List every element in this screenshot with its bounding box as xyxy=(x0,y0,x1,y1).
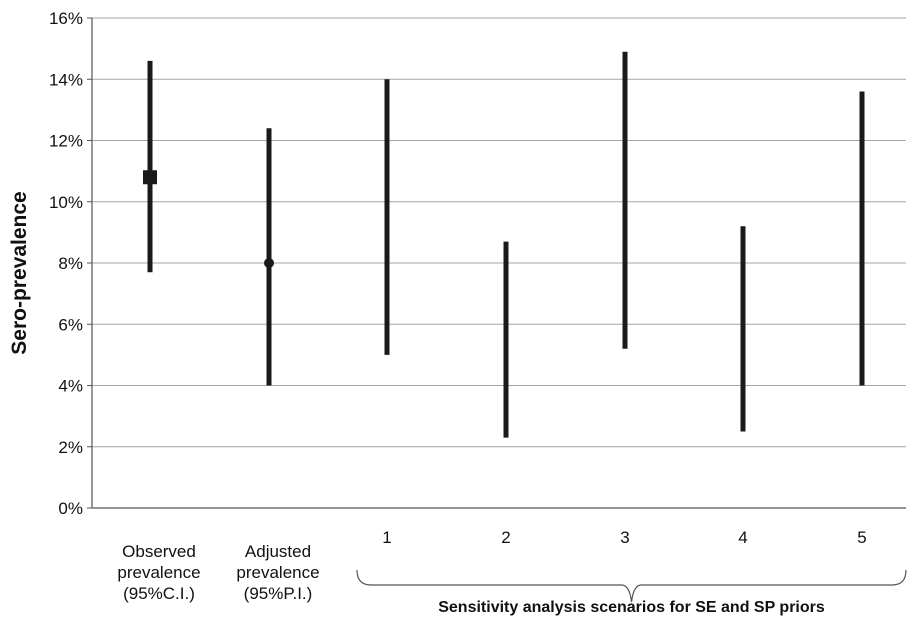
y-tick-label: 2% xyxy=(58,438,83,457)
category-label: Observed prevalence (95%C.I.) xyxy=(117,542,200,603)
group-annotation: Sensitivity analysis scenarios for SE an… xyxy=(356,569,907,616)
point-marker-square xyxy=(143,170,157,185)
y-tick-label: 8% xyxy=(58,254,83,273)
gridlines xyxy=(92,17,906,448)
y-tick-label: 10% xyxy=(49,193,83,212)
y-tick-label: 14% xyxy=(49,70,83,89)
axes xyxy=(87,17,906,509)
point-marker-circle xyxy=(264,258,274,268)
category-labels: Observed prevalence (95%C.I.) Adjusted preva… xyxy=(117,528,866,603)
y-tick-label: 6% xyxy=(58,315,83,334)
y-tick-label: 0% xyxy=(58,499,83,518)
interval-bars xyxy=(147,51,865,438)
group-label: Sensitivity analysis scenarios for SE an… xyxy=(438,599,825,616)
category-label: 2 xyxy=(501,528,510,547)
y-tick-label: 16% xyxy=(49,9,83,28)
category-label-line: prevalence xyxy=(236,563,319,582)
y-tick-labels: 0% 2% 4% 6% 8% 10% 12% 14% 16% xyxy=(49,9,83,518)
category-label: 4 xyxy=(738,528,747,547)
category-label-line: (95%C.I.) xyxy=(123,584,195,603)
category-label: 3 xyxy=(620,528,629,547)
category-label-line: (95%P.I.) xyxy=(244,584,313,603)
category-label: 5 xyxy=(857,528,866,547)
category-label: Adjusted prevalence (95%P.I.) xyxy=(236,542,319,603)
group-brace xyxy=(356,569,907,603)
category-label-line: Observed xyxy=(122,542,196,561)
point-markers xyxy=(143,170,274,268)
y-tick-label: 12% xyxy=(49,132,83,151)
category-label-line: prevalence xyxy=(117,563,200,582)
category-label: 1 xyxy=(382,528,391,547)
y-axis-label: Sero-prevalence xyxy=(8,191,31,354)
category-label-line: Adjusted xyxy=(245,542,311,561)
y-tick-label: 4% xyxy=(58,377,83,396)
